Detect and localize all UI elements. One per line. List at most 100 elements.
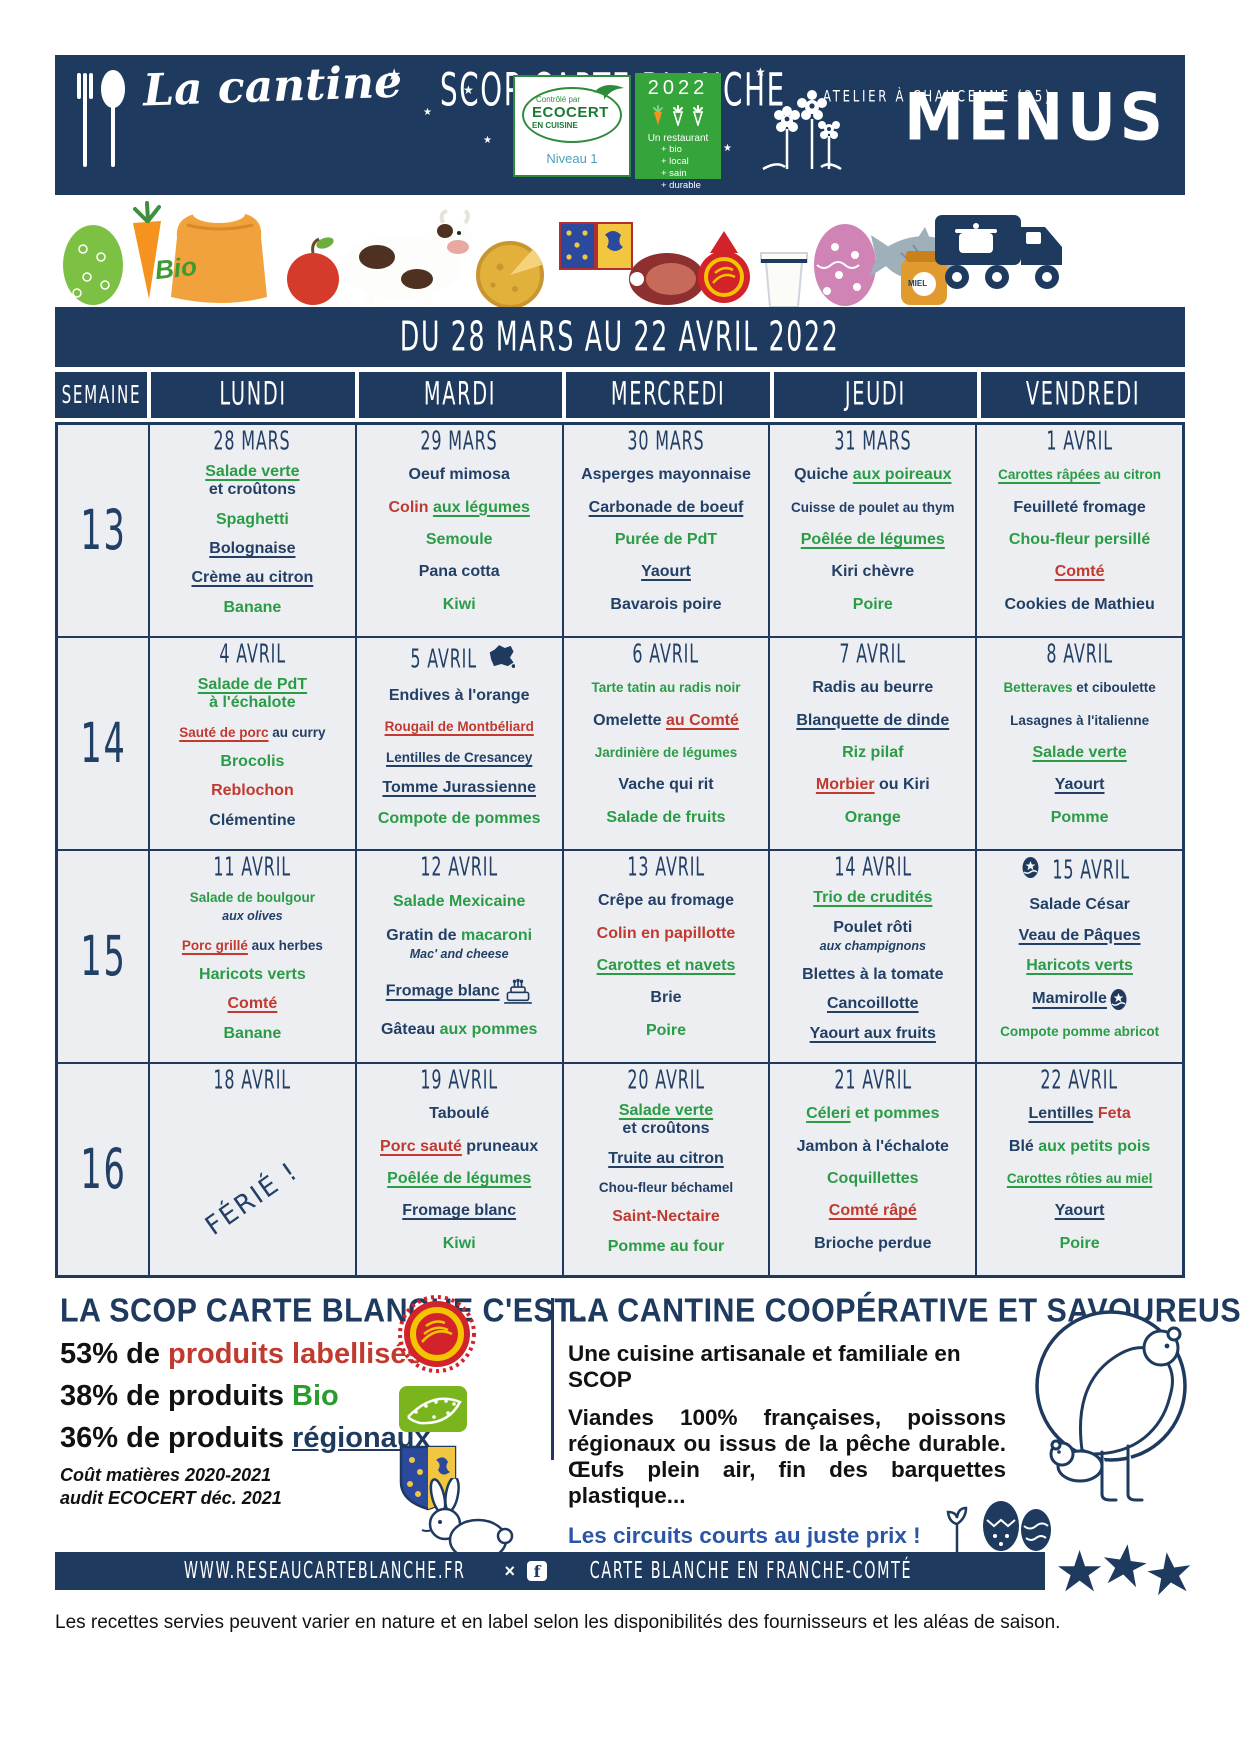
menu-item-text: Oeuf mimosa (408, 466, 510, 484)
menu-item-text: Lentilles (1028, 1105, 1094, 1123)
menu-day-cell: 14 avril Trio de crudités Poulet rôti aux c… (769, 850, 977, 1063)
menu-item-text: Jardinière de légumes (594, 745, 738, 761)
egg-icon-wrap (1107, 989, 1127, 1011)
menu-item-text: Blettes à la tomate (802, 965, 944, 983)
menu-item: Coquillettes (827, 1170, 919, 1188)
menu-item: Kiwi (443, 1235, 476, 1253)
menu-day-cell: 22 avril Lentilles Feta Blé aux petits poi… (976, 1063, 1183, 1276)
date-row: 7 avril (833, 639, 912, 669)
menu-item: Taboulé (429, 1105, 489, 1123)
menu-item-text: Carbonade de boeuf (588, 498, 744, 516)
three-stars-decoration (1058, 1544, 1190, 1596)
menu-item: Kiwi (443, 596, 476, 614)
star-decoration: ★ (723, 143, 732, 154)
badge-feature: + local (661, 155, 689, 167)
menu-item: Lasagnes à l'italienne (1010, 712, 1149, 730)
menu-item-text: Salade de fruits (606, 808, 726, 826)
menu-day-cell: 21 avril Céleri et pommes Jambon à l'échal… (769, 1063, 977, 1276)
menu-header-row: Semaine Lundi Mardi Mercredi Jeudi Vendr… (55, 372, 1185, 418)
menus-title: MENUS (904, 80, 1167, 156)
menu-item: Rougail de Montbéliard (385, 718, 534, 736)
menu-item: Blé aux petits pois (1009, 1138, 1150, 1156)
separator: × (504, 1560, 516, 1581)
menu-item: Reblochon (211, 782, 294, 800)
menu-item: Salade verte (1032, 744, 1126, 762)
menu-item-text: Porc sauté (380, 1137, 462, 1155)
menu-item-text: Salade verte (205, 463, 300, 481)
menu-item: Yaourt (1055, 776, 1105, 794)
menu-item-text: Carottes râpées (998, 467, 1101, 483)
menu-item: Banane (224, 599, 282, 617)
food-illustrations (63, 201, 965, 309)
egg-icon-wrap (1022, 856, 1039, 883)
stat-highlight: produits labellisés (168, 1338, 423, 1370)
menu-item: Fromage blanc (386, 978, 533, 1005)
menu-item: Cancoillotte (827, 995, 919, 1013)
birthday-cake-icon (503, 978, 532, 1004)
stat-line: 38% de produits Bio (60, 1380, 339, 1412)
menu-item: Gâteau aux pommes (381, 1021, 538, 1039)
menu-item-text: Salade verte (618, 1102, 714, 1120)
menu-item: Salade César (1029, 896, 1130, 914)
menu-item: Salade Mexicaine (393, 893, 526, 911)
menu-item: Endives à l'orange (389, 687, 530, 705)
menu-item-text: Yaourt (1054, 1202, 1105, 1220)
menu-item-text: Rougail de Montbéliard (384, 718, 534, 734)
menu-item-text: au Comté (666, 711, 739, 729)
menu-item-text: à l'échalote (209, 694, 296, 712)
menu-items: Salade César Veau de Pâques Haricots verts… (980, 883, 1179, 1054)
france-map-icon (489, 645, 516, 668)
menu-item-text: Poire (1059, 1234, 1100, 1252)
menu-item-text: Crème au citron (191, 569, 314, 587)
bio-label: Bio (153, 250, 199, 286)
menu-item: Blettes à la tomate (802, 966, 943, 984)
menu-item: Yaourt (641, 563, 691, 581)
easter-egg-icon (1022, 857, 1039, 878)
menu-item: Pomme au four (608, 1238, 724, 1256)
menu-item: Sauté de porc au curry (179, 724, 325, 742)
date-label: 1 avril (1046, 425, 1113, 457)
menu-item: Banane (224, 1025, 282, 1043)
menu-item-text: Brioche perdue (814, 1234, 932, 1252)
star-decoration: ★ (423, 107, 432, 118)
menu-items: Oeuf mimosa Colin aux légumes Semoule Pana … (360, 452, 559, 628)
menu-item-text: Omelette (593, 711, 666, 729)
menu-item-text: Céleri (806, 1105, 851, 1123)
menu-item-text: Lasagnes à l'italienne (1010, 712, 1150, 728)
week-number-cell: 15 (57, 850, 149, 1063)
menu-item: Kiri chèvre (831, 563, 914, 581)
menu-item-text: aux herbes (247, 937, 323, 953)
polar-bear-illustration (1035, 1310, 1187, 1502)
date-row: 19 avril (413, 1065, 505, 1095)
menu-item-text: Chou-fleur béchamel (598, 1179, 734, 1195)
menu-item: Carottes rôties au miel (1007, 1170, 1153, 1188)
section-divider (551, 1298, 554, 1460)
menu-item-text: ou Kiri (874, 776, 930, 794)
menu-item-text: et pommes (850, 1105, 940, 1123)
coop-section: LA CANTINE COOPÉRATIVE ET SAVOUREUSE ! U… (568, 1291, 1240, 1549)
coop-title: LA CANTINE COOPÉRATIVE ET SAVOUREUSE ! (568, 1291, 1240, 1329)
menu-item-text: Pomme (1050, 808, 1109, 826)
menu-item-text: Carottes rôties au miel (1006, 1171, 1153, 1187)
corner-header-semaine: Semaine (55, 372, 147, 418)
menu-item-text: Porc grillé (181, 937, 248, 953)
restaurant-2022-badge: 2022 Un restaurant + bio + local + sain … (635, 73, 721, 191)
menu-item-text: Poulet rôti (833, 918, 913, 936)
menu-item-text: au citron (1100, 467, 1161, 483)
week-number: 13 (79, 498, 127, 563)
menu-item-text: Clémentine (209, 811, 296, 829)
menu-items: Carottes râpées au citron Feuilleté froma… (980, 452, 1179, 628)
menu-day-cell: 1 avril Carottes râpées au citron Feuillet… (976, 424, 1183, 637)
website-url: WWW.RESEAUCARTEBLANCHE.FR (183, 1557, 466, 1585)
menu-item: Tomme Jurassienne (382, 779, 536, 797)
date-label: 7 avril (839, 638, 907, 670)
menu-item-text: Poêlée de légumes (387, 1170, 532, 1188)
star-decoration: ★ (463, 83, 474, 97)
menu-item-text: Gâteau (380, 1020, 440, 1038)
menu-items: Quiche aux poireaux Cuisse de poulet au t… (773, 452, 972, 628)
menu-day-cell: 11 avril Salade de boulgour aux olives Porc… (149, 850, 356, 1063)
menu-item-text: Banane (223, 598, 282, 616)
menu-item-text: Cancoillotte (827, 995, 919, 1013)
menu-item-text: macaroni (460, 926, 533, 944)
